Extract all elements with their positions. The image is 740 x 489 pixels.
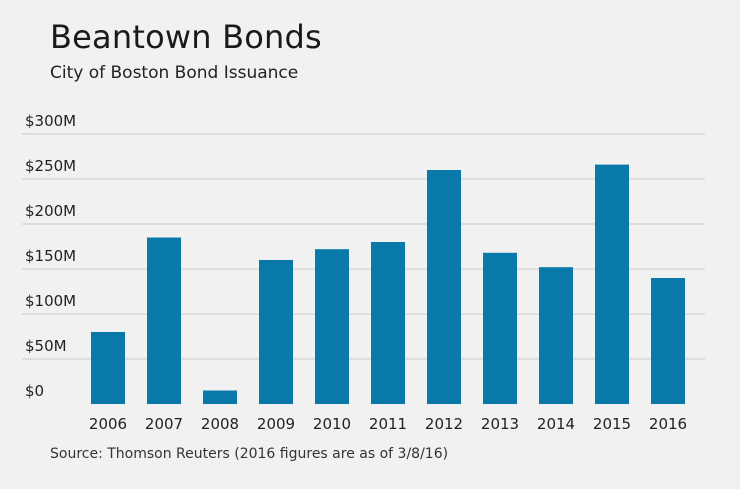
bar-2011 — [371, 242, 405, 404]
bar-2015 — [595, 164, 629, 404]
gridlines — [22, 133, 705, 360]
bar-2010 — [315, 249, 349, 404]
bar-2009 — [259, 260, 293, 404]
x-tick-label: 2014 — [537, 415, 575, 433]
y-tick-label: $300M — [25, 112, 76, 130]
bars — [91, 164, 685, 404]
x-tick-label: 2010 — [313, 415, 351, 433]
bar-2012 — [427, 170, 461, 404]
bar-2013 — [483, 252, 517, 404]
x-tick-label: 2013 — [481, 415, 519, 433]
x-tick-label: 2015 — [593, 415, 631, 433]
y-tick-label: $100M — [25, 292, 76, 310]
source-note: Source: Thomson Reuters (2016 figures ar… — [50, 446, 449, 462]
x-tick-label: 2012 — [425, 415, 463, 433]
y-tick-label: $250M — [25, 157, 76, 175]
bar-2008 — [203, 390, 237, 404]
bar-2007 — [147, 237, 181, 404]
x-tick-label: 2006 — [89, 415, 127, 433]
y-axis-tick-labels: $0 $50M $100M $150M $200M $250M $300M — [25, 112, 76, 400]
y-tick-label: $50M — [25, 337, 67, 355]
x-tick-label: 2007 — [145, 415, 183, 433]
y-tick-label: $0 — [25, 382, 44, 400]
y-tick-label: $150M — [25, 247, 76, 265]
bar-2006 — [91, 332, 125, 404]
chart-subtitle: City of Boston Bond Issuance — [50, 63, 299, 83]
bar-2016 — [651, 278, 685, 404]
x-axis-tick-labels: 2006 2007 2008 2009 2010 2011 2012 2013 2014 2015… — [89, 415, 687, 433]
x-tick-label: 2008 — [201, 415, 239, 433]
x-tick-label: 2009 — [257, 415, 295, 433]
chart-title: Beantown Bonds — [50, 18, 322, 56]
y-tick-label: $200M — [25, 202, 76, 220]
x-tick-label: 2016 — [649, 415, 687, 433]
bar-2014 — [539, 267, 573, 404]
x-tick-label: 2011 — [369, 415, 407, 433]
